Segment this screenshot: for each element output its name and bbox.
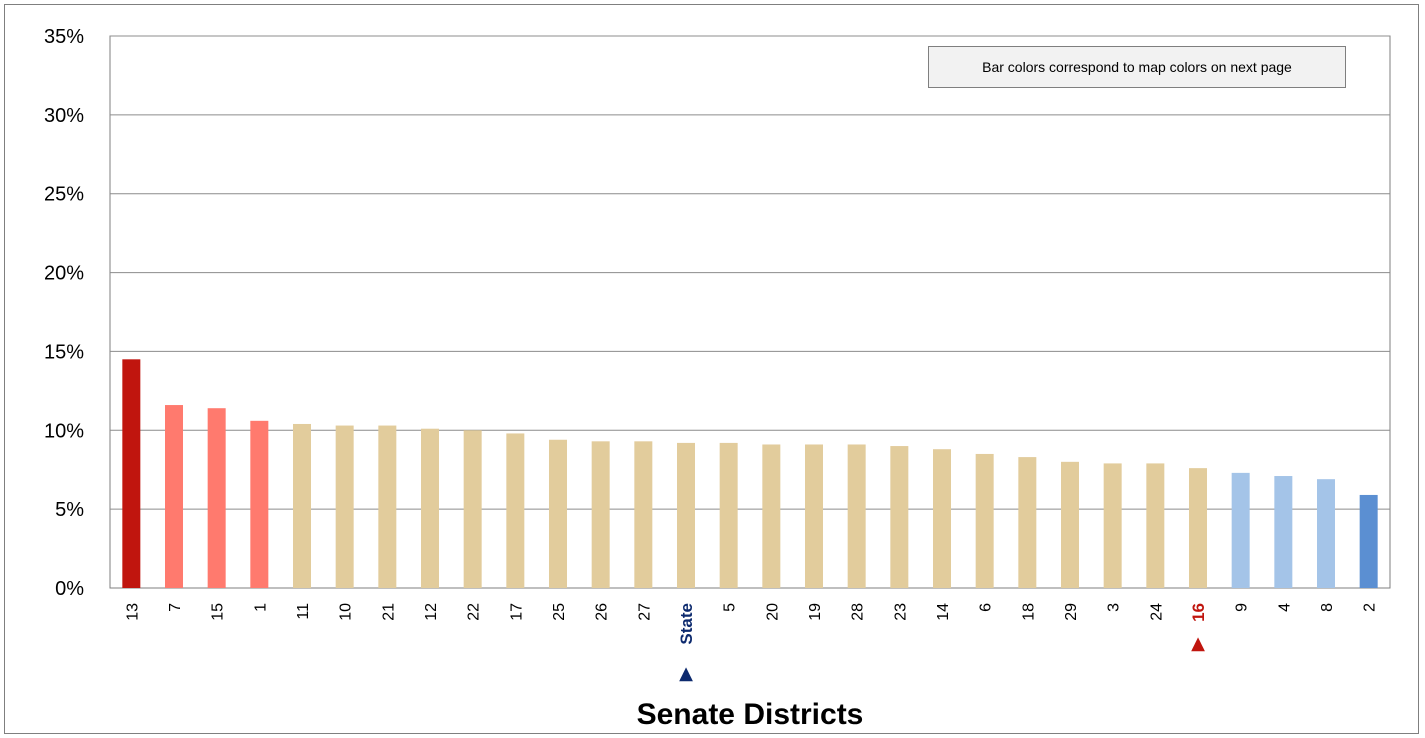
x-tick-label: 27 [636, 603, 653, 621]
x-tick-label: 13 [124, 603, 141, 621]
bar [975, 453, 994, 588]
x-tick-label: 7 [167, 603, 184, 612]
bar [1231, 472, 1250, 588]
x-tick-label: State [677, 603, 696, 645]
bar [378, 425, 397, 588]
bar [719, 442, 738, 588]
x-tick-label: 1 [252, 603, 269, 612]
x-tick-label: 28 [850, 603, 867, 621]
bar [250, 420, 269, 588]
bar [165, 405, 183, 588]
y-tick-label: 25% [44, 184, 84, 206]
bar [122, 359, 141, 588]
x-tick-label: 22 [466, 603, 483, 621]
x-tick-label: 12 [423, 603, 440, 621]
bar [634, 441, 653, 588]
y-tick-label: 15% [44, 341, 84, 363]
y-tick-label: 20% [44, 263, 84, 285]
x-tick-label: 23 [892, 603, 909, 621]
x-tick-label: 21 [380, 603, 397, 621]
bar [1061, 461, 1079, 588]
y-tick-label: 35% [44, 26, 84, 48]
bar [549, 439, 567, 588]
x-tick-label: 5 [722, 603, 739, 612]
x-tick-label: 14 [935, 603, 952, 621]
x-tick-label: 9 [1234, 603, 1251, 612]
x-tick-label: 16 [1189, 603, 1208, 622]
x-tick-label: 15 [210, 603, 227, 621]
bar [847, 444, 866, 588]
x-tick-label: 24 [1148, 603, 1165, 621]
x-tick-label: 26 [594, 603, 611, 621]
bar [762, 444, 781, 588]
bar [890, 446, 909, 588]
x-tick-label: 17 [508, 603, 525, 621]
x-tick-label: 8 [1319, 603, 1336, 612]
bar [421, 428, 439, 588]
highlight-marker: ▲ [679, 663, 693, 684]
bar [677, 442, 695, 588]
y-tick-label: 0% [55, 578, 84, 600]
chart-note: Bar colors correspond to map colors on n… [928, 46, 1346, 88]
chart-frame [4, 4, 1419, 734]
bar [1189, 468, 1207, 588]
bar [506, 433, 525, 588]
bar [463, 430, 482, 588]
x-axis-title: Senate Districts [637, 698, 864, 731]
x-tick-label: 29 [1063, 603, 1080, 621]
x-tick-label: 10 [338, 603, 355, 621]
x-tick-label: 3 [1106, 603, 1123, 612]
bar [1146, 463, 1165, 588]
x-tick-label: 2 [1362, 603, 1379, 612]
x-tick-label: 20 [764, 603, 781, 621]
bar [1103, 463, 1122, 588]
y-tick-label: 5% [55, 499, 84, 521]
x-tick-label: 4 [1276, 603, 1293, 612]
bar [805, 444, 823, 588]
y-tick-label: 10% [44, 420, 84, 442]
x-tick-label: 25 [551, 603, 568, 621]
x-tick-label: 18 [1020, 603, 1037, 621]
bar [933, 449, 951, 588]
y-tick-label: 30% [44, 105, 84, 127]
bar [1359, 494, 1378, 588]
bar [293, 423, 311, 588]
bar [207, 408, 226, 588]
bar [1018, 457, 1037, 588]
x-tick-label: 11 [295, 603, 312, 620]
x-tick-label: 6 [978, 603, 995, 612]
highlight-marker: ▲ [1191, 633, 1205, 654]
bar [591, 441, 610, 588]
bar [335, 425, 354, 588]
bar [1317, 479, 1335, 588]
bar [1274, 476, 1293, 588]
x-tick-label: 19 [807, 603, 824, 621]
